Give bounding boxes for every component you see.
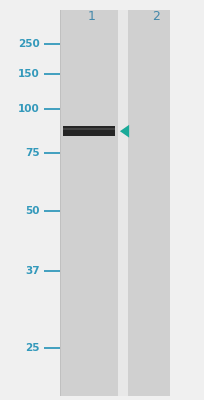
Bar <box>62 128 114 130</box>
Text: 100: 100 <box>18 104 40 114</box>
Bar <box>117 10 128 396</box>
Text: 50: 50 <box>25 206 40 216</box>
Bar <box>128 10 169 396</box>
Bar <box>60 10 169 396</box>
Text: 2: 2 <box>151 10 159 23</box>
Text: 250: 250 <box>18 39 40 49</box>
Text: 25: 25 <box>25 343 40 353</box>
Text: 1: 1 <box>87 10 95 23</box>
Text: 150: 150 <box>18 69 40 79</box>
Bar <box>61 10 117 396</box>
Text: 37: 37 <box>25 266 40 276</box>
Text: 75: 75 <box>25 148 40 158</box>
Bar <box>62 126 114 136</box>
FancyArrow shape <box>119 125 129 138</box>
